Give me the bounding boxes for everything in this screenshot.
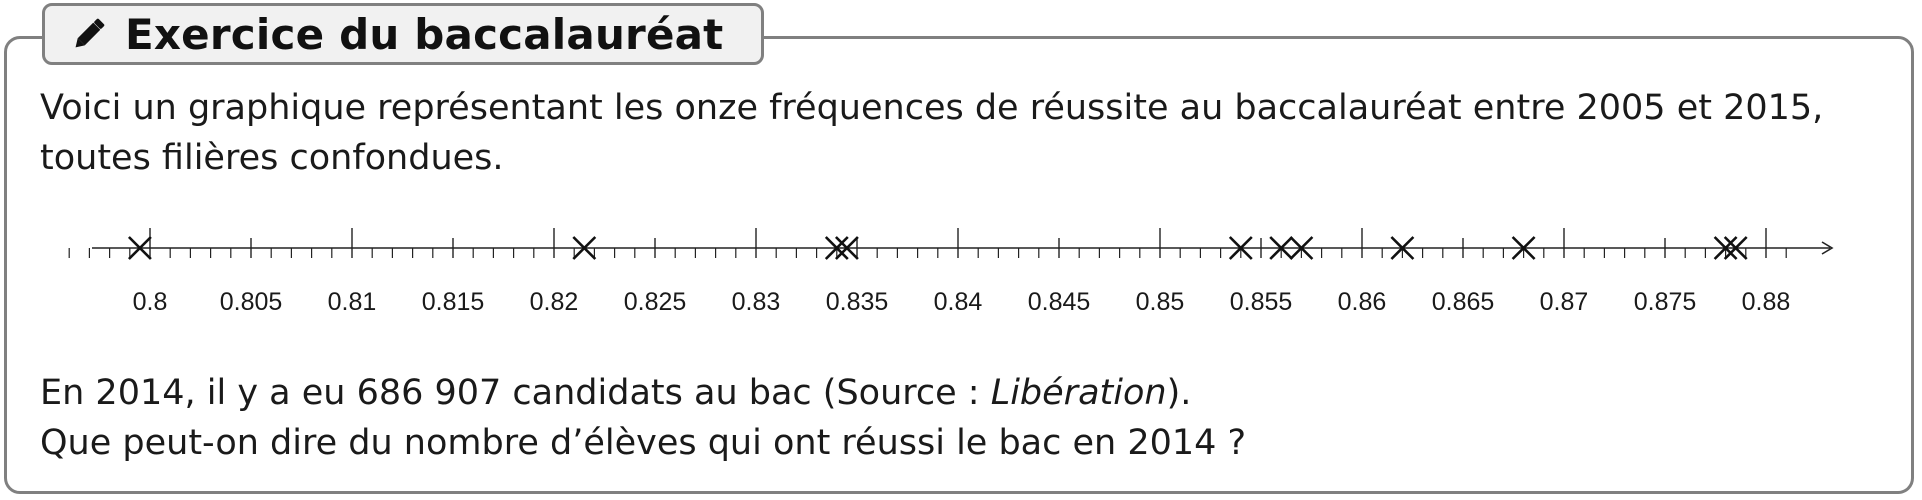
data-point-cross [1269,236,1294,260]
exercise-frame [4,36,1914,494]
tick-label: 0.835 [826,288,889,316]
tick-label: 0.865 [1432,288,1495,316]
tick-label: 0.845 [1028,288,1091,316]
tick-label: 0.8 [133,288,168,316]
tick-label: 0.86 [1338,288,1387,316]
tick-label: 0.805 [220,288,283,316]
intro-text: Voici un graphique représentant les onze… [40,83,1823,183]
data-point-cross [834,236,859,260]
data-point-cross [824,236,849,260]
axis-arrow-icon [1821,241,1834,255]
question-line-1-end: ). [1166,373,1192,413]
data-point-cross [1390,236,1415,260]
tick-label: 0.84 [934,288,983,316]
intro-line-1: Voici un graphique représentant les onze… [40,88,1824,128]
intro-line-2: toutes filières confondues. [40,138,504,178]
exercise-title: Exercice du baccalauréat [125,9,724,59]
question-line-1: En 2014, il y a eu 686 907 candidats au … [40,368,1246,418]
tick-label: 0.87 [1540,288,1589,316]
data-point-cross [1511,236,1536,260]
frequency-number-line: 0.8 0.805 0.81 0.815 0.82 0.825 0.83 0.835 0.84 0… [68,228,1834,316]
tick-label: 0.82 [530,288,579,316]
tick-label: 0.81 [328,288,377,316]
tick-label: 0.815 [422,288,485,316]
data-point-cross [1723,236,1748,260]
data-point-cross [1228,236,1253,260]
question-text: En 2014, il y a eu 686 907 candidats au … [40,368,1246,468]
question-line-1-start: En 2014, il y a eu 686 907 candidats au … [40,373,991,413]
pencil-icon [75,18,105,48]
tick-label: 0.875 [1634,288,1697,316]
data-point-cross [572,236,597,260]
tick-label: 0.83 [732,288,781,316]
tick-label: 0.855 [1230,288,1293,316]
data-point-cross [127,236,152,260]
question-line-2: Que peut-on dire du nombre d’élèves qui … [40,423,1247,463]
tick-label: 0.825 [624,288,687,316]
exercise-title-tab: Exercice du baccalauréat [42,3,765,65]
tick-label: 0.85 [1136,288,1185,316]
source-name: Libération [990,373,1167,413]
data-point-cross [1713,236,1738,260]
data-point-cross [1289,236,1314,260]
tick-label: 0.88 [1742,288,1791,316]
